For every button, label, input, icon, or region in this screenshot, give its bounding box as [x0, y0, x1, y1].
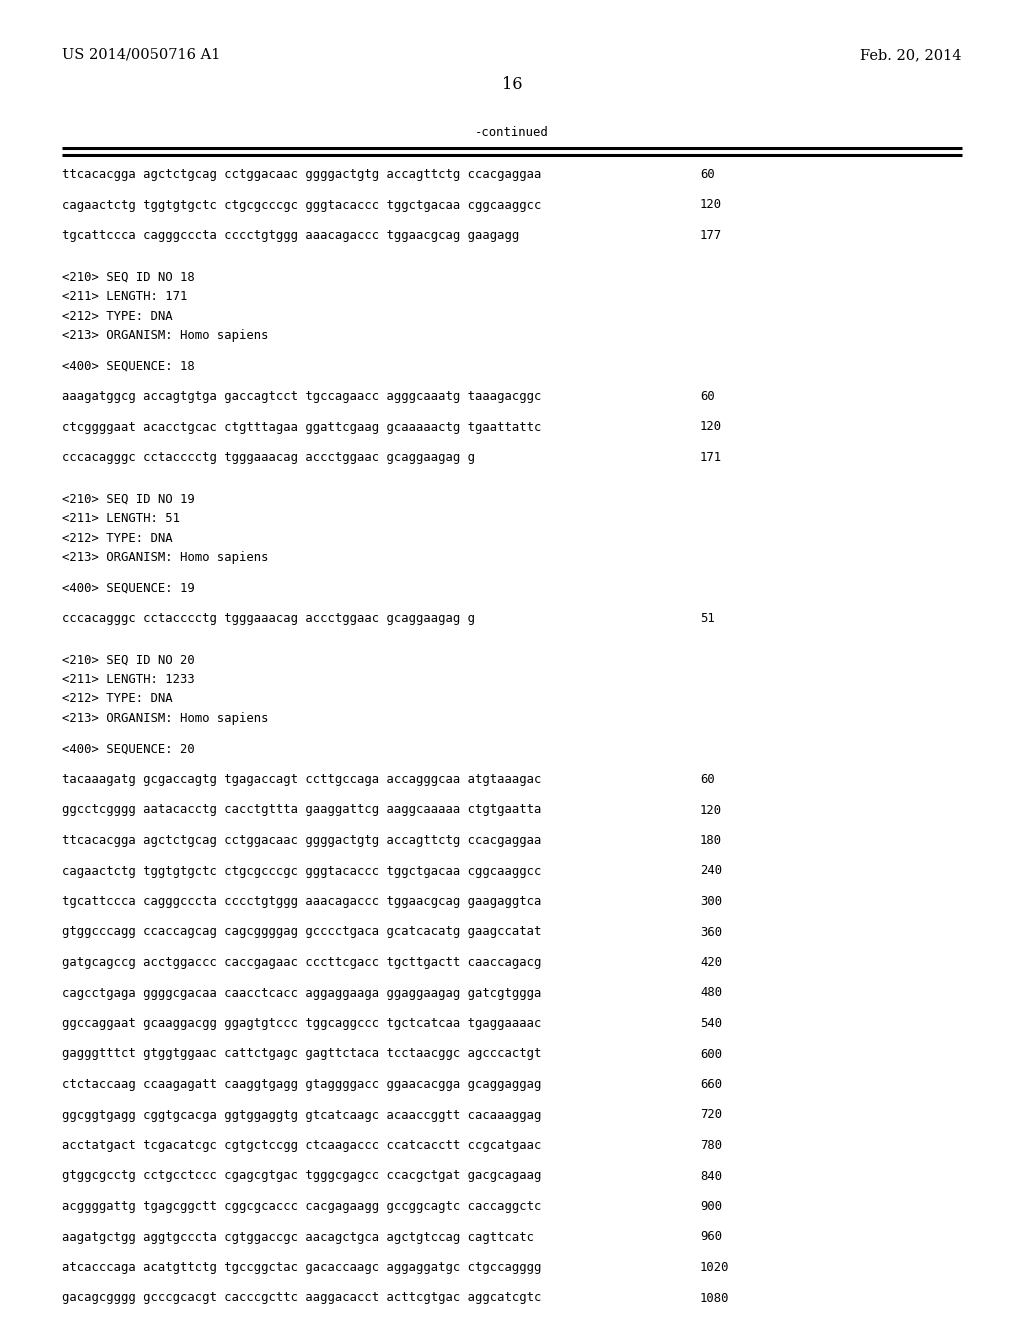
Text: ttcacacgga agctctgcag cctggacaac ggggactgtg accagttctg ccacgaggaa: ttcacacgga agctctgcag cctggacaac ggggact…	[62, 834, 542, 847]
Text: <212> TYPE: DNA: <212> TYPE: DNA	[62, 309, 173, 322]
Text: <211> LENGTH: 51: <211> LENGTH: 51	[62, 512, 180, 525]
Text: 900: 900	[700, 1200, 722, 1213]
Text: 1080: 1080	[700, 1291, 729, 1304]
Text: gtggcgcctg cctgcctccc cgagcgtgac tgggcgagcc ccacgctgat gacgcagaag: gtggcgcctg cctgcctccc cgagcgtgac tgggcga…	[62, 1170, 542, 1183]
Text: acggggattg tgagcggctt cggcgcaccc cacgagaagg gccggcagtc caccaggctc: acggggattg tgagcggctt cggcgcaccc cacgaga…	[62, 1200, 542, 1213]
Text: 120: 120	[700, 421, 722, 433]
Text: 60: 60	[700, 774, 715, 785]
Text: US 2014/0050716 A1: US 2014/0050716 A1	[62, 48, 220, 62]
Text: ggcctcgggg aatacacctg cacctgttta gaaggattcg aaggcaaaaa ctgtgaatta: ggcctcgggg aatacacctg cacctgttta gaaggat…	[62, 804, 542, 817]
Text: 660: 660	[700, 1078, 722, 1092]
Text: gtggcccagg ccaccagcag cagcggggag gcccctgaca gcatcacatg gaagccatat: gtggcccagg ccaccagcag cagcggggag gcccctg…	[62, 925, 542, 939]
Text: 780: 780	[700, 1139, 722, 1152]
Text: ctctaccaag ccaagagatt caaggtgagg gtaggggacc ggaacacgga gcaggaggag: ctctaccaag ccaagagatt caaggtgagg gtagggg…	[62, 1078, 542, 1092]
Text: cagaactctg tggtgtgctc ctgcgcccgc gggtacaccc tggctgacaa cggcaaggcc: cagaactctg tggtgtgctc ctgcgcccgc gggtaca…	[62, 198, 542, 211]
Text: 120: 120	[700, 804, 722, 817]
Text: 300: 300	[700, 895, 722, 908]
Text: <400> SEQUENCE: 19: <400> SEQUENCE: 19	[62, 582, 195, 594]
Text: 240: 240	[700, 865, 722, 878]
Text: <400> SEQUENCE: 18: <400> SEQUENCE: 18	[62, 359, 195, 372]
Text: 360: 360	[700, 925, 722, 939]
Text: cccacagggc cctacccctg tgggaaacag accctggaac gcaggaagag g: cccacagggc cctacccctg tgggaaacag accctgg…	[62, 612, 475, 624]
Text: <400> SEQUENCE: 20: <400> SEQUENCE: 20	[62, 742, 195, 755]
Text: 420: 420	[700, 956, 722, 969]
Text: <210> SEQ ID NO 19: <210> SEQ ID NO 19	[62, 492, 195, 506]
Text: 840: 840	[700, 1170, 722, 1183]
Text: gagggtttct gtggtggaac cattctgagc gagttctaca tcctaacggc agcccactgt: gagggtttct gtggtggaac cattctgagc gagttct…	[62, 1048, 542, 1060]
Text: 60: 60	[700, 168, 715, 181]
Text: tacaaagatg gcgaccagtg tgagaccagt ccttgccaga accagggcaa atgtaaagac: tacaaagatg gcgaccagtg tgagaccagt ccttgcc…	[62, 774, 542, 785]
Text: -continued: -continued	[475, 125, 549, 139]
Text: <210> SEQ ID NO 20: <210> SEQ ID NO 20	[62, 653, 195, 667]
Text: atcacccaga acatgttctg tgccggctac gacaccaagc aggaggatgc ctgccagggg: atcacccaga acatgttctg tgccggctac gacacca…	[62, 1261, 542, 1274]
Text: <210> SEQ ID NO 18: <210> SEQ ID NO 18	[62, 271, 195, 284]
Text: <213> ORGANISM: Homo sapiens: <213> ORGANISM: Homo sapiens	[62, 329, 268, 342]
Text: 51: 51	[700, 612, 715, 624]
Text: 1020: 1020	[700, 1261, 729, 1274]
Text: 177: 177	[700, 228, 722, 242]
Text: 540: 540	[700, 1016, 722, 1030]
Text: 960: 960	[700, 1230, 722, 1243]
Text: <211> LENGTH: 171: <211> LENGTH: 171	[62, 290, 187, 304]
Text: gacagcgggg gcccgcacgt cacccgcttc aaggacacct acttcgtgac aggcatcgtc: gacagcgggg gcccgcacgt cacccgcttc aaggaca…	[62, 1291, 542, 1304]
Text: <213> ORGANISM: Homo sapiens: <213> ORGANISM: Homo sapiens	[62, 711, 268, 725]
Text: tgcattccca cagggcccta cccctgtggg aaacagaccc tggaacgcag gaagagg: tgcattccca cagggcccta cccctgtggg aaacaga…	[62, 228, 519, 242]
Text: ttcacacgga agctctgcag cctggacaac ggggactgtg accagttctg ccacgaggaa: ttcacacgga agctctgcag cctggacaac ggggact…	[62, 168, 542, 181]
Text: 171: 171	[700, 451, 722, 465]
Text: <213> ORGANISM: Homo sapiens: <213> ORGANISM: Homo sapiens	[62, 550, 268, 564]
Text: 60: 60	[700, 389, 715, 403]
Text: cagaactctg tggtgtgctc ctgcgcccgc gggtacaccc tggctgacaa cggcaaggcc: cagaactctg tggtgtgctc ctgcgcccgc gggtaca…	[62, 865, 542, 878]
Text: ggccaggaat gcaaggacgg ggagtgtccc tggcaggccc tgctcatcaa tgaggaaaac: ggccaggaat gcaaggacgg ggagtgtccc tggcagg…	[62, 1016, 542, 1030]
Text: acctatgact tcgacatcgc cgtgctccgg ctcaagaccc ccatcacctt ccgcatgaac: acctatgact tcgacatcgc cgtgctccgg ctcaaga…	[62, 1139, 542, 1152]
Text: aagatgctgg aggtgcccta cgtggaccgc aacagctgca agctgtccag cagttcatc: aagatgctgg aggtgcccta cgtggaccgc aacagct…	[62, 1230, 534, 1243]
Text: cccacagggc cctacccctg tgggaaacag accctggaac gcaggaagag g: cccacagggc cctacccctg tgggaaacag accctgg…	[62, 451, 475, 465]
Text: <212> TYPE: DNA: <212> TYPE: DNA	[62, 693, 173, 705]
Text: 120: 120	[700, 198, 722, 211]
Text: gatgcagccg acctggaccc caccgagaac cccttcgacc tgcttgactt caaccagacg: gatgcagccg acctggaccc caccgagaac cccttcg…	[62, 956, 542, 969]
Text: 720: 720	[700, 1109, 722, 1122]
Text: cagcctgaga ggggcgacaa caacctcacc aggaggaaga ggaggaagag gatcgtggga: cagcctgaga ggggcgacaa caacctcacc aggagga…	[62, 986, 542, 999]
Text: <212> TYPE: DNA: <212> TYPE: DNA	[62, 532, 173, 544]
Text: tgcattccca cagggcccta cccctgtggg aaacagaccc tggaacgcag gaagaggtca: tgcattccca cagggcccta cccctgtggg aaacaga…	[62, 895, 542, 908]
Text: <211> LENGTH: 1233: <211> LENGTH: 1233	[62, 673, 195, 686]
Text: 180: 180	[700, 834, 722, 847]
Text: 600: 600	[700, 1048, 722, 1060]
Text: Feb. 20, 2014: Feb. 20, 2014	[860, 48, 962, 62]
Text: ggcggtgagg cggtgcacga ggtggaggtg gtcatcaagc acaaccggtt cacaaaggag: ggcggtgagg cggtgcacga ggtggaggtg gtcatca…	[62, 1109, 542, 1122]
Text: aaagatggcg accagtgtga gaccagtcct tgccagaacc agggcaaatg taaagacggc: aaagatggcg accagtgtga gaccagtcct tgccaga…	[62, 389, 542, 403]
Text: 480: 480	[700, 986, 722, 999]
Text: 16: 16	[502, 77, 522, 92]
Text: ctcggggaat acacctgcac ctgtttagaa ggattcgaag gcaaaaactg tgaattattc: ctcggggaat acacctgcac ctgtttagaa ggattcg…	[62, 421, 542, 433]
